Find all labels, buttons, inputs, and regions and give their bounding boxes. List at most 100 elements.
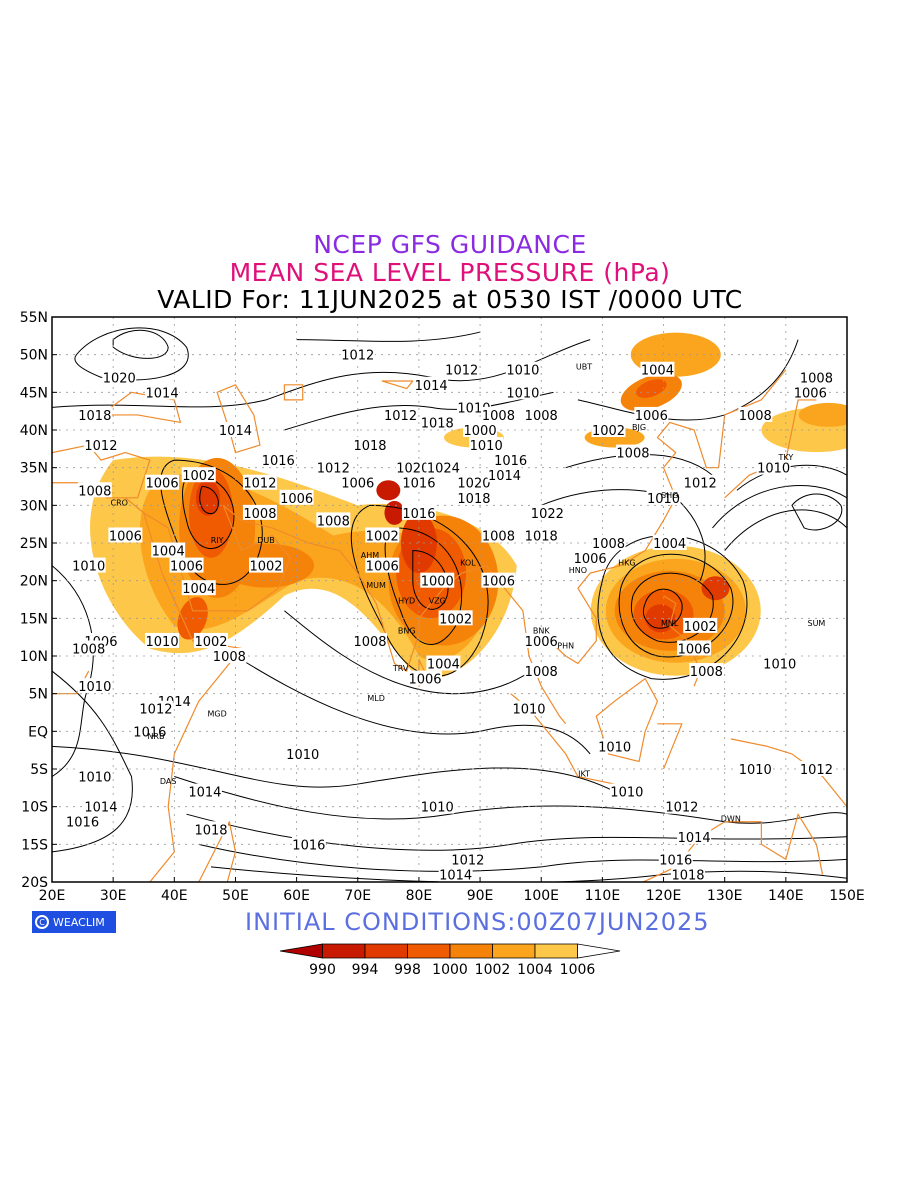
station-code: MUM bbox=[366, 581, 386, 590]
legend-label: 1004 bbox=[517, 962, 553, 978]
isobar-label: 1010 bbox=[739, 763, 772, 778]
y-tick-label: 20N bbox=[20, 574, 48, 590]
isobar-label: 1020 bbox=[396, 462, 429, 477]
isobar-label: 1016 bbox=[402, 507, 435, 522]
legend-swatch bbox=[534, 943, 578, 959]
isobar-label-bg bbox=[756, 459, 791, 475]
isobar-label: 1008 bbox=[482, 409, 515, 424]
isobar-label-bg bbox=[77, 768, 112, 784]
isobar-label-bg bbox=[83, 437, 118, 453]
station-code: BNK bbox=[533, 626, 550, 635]
isobar-label: 1010 bbox=[598, 740, 631, 755]
coastline bbox=[283, 384, 304, 401]
y-tick-label: 10S bbox=[21, 800, 48, 816]
isobar-label: 1008 bbox=[690, 665, 723, 680]
isobar-label-bg bbox=[677, 828, 712, 844]
isobar-label: 1002 bbox=[182, 469, 215, 484]
isobar-label: 1008 bbox=[353, 635, 386, 650]
station-code: SUM bbox=[808, 619, 826, 628]
legend-label: 1000 bbox=[432, 962, 468, 978]
station-code: PHN bbox=[557, 641, 574, 650]
y-tick-label: 20S bbox=[21, 875, 48, 891]
isobar-label: 1008 bbox=[525, 409, 558, 424]
axis-layer: 20E 30E 40E 50E 60E 70E 80E 90E 100E 110E 120E 130E… bbox=[20, 310, 865, 904]
y-tick-label: 5N bbox=[29, 687, 48, 703]
isobar-label-bg bbox=[218, 422, 253, 437]
isobar-label-bg bbox=[646, 489, 681, 505]
isobar-label-bg bbox=[512, 700, 546, 716]
isobar-label-bg bbox=[401, 504, 436, 520]
isobar-label-bg bbox=[591, 422, 626, 437]
isobar-label: 1010 bbox=[146, 635, 179, 650]
legend-swatch bbox=[492, 943, 536, 959]
isobar-line bbox=[235, 655, 591, 755]
isobar-label-bg bbox=[463, 422, 498, 437]
isobar-line bbox=[642, 588, 683, 629]
isobar-label: 1012 bbox=[384, 409, 417, 424]
isobar-label-bg bbox=[194, 821, 228, 837]
isobar-line bbox=[284, 610, 542, 695]
y-tick-label: 45N bbox=[20, 385, 48, 401]
isobar-label: 1006 bbox=[794, 386, 827, 401]
legend-label: 994 bbox=[352, 962, 379, 978]
isobar-label: 1004 bbox=[152, 545, 185, 560]
isobar-label-bg bbox=[145, 384, 180, 400]
isobar-label: 1014 bbox=[84, 801, 117, 816]
isobar-label: 1016 bbox=[292, 838, 325, 853]
isobar-label-bg bbox=[615, 444, 650, 460]
isobar-label: 1010 bbox=[647, 492, 680, 507]
coastline bbox=[216, 384, 261, 454]
isobar-label-bg bbox=[738, 761, 773, 776]
isobar-label: 1006 bbox=[146, 477, 179, 492]
station-code: TKY bbox=[777, 453, 793, 462]
x-tick-label: 50E bbox=[222, 888, 249, 904]
isobar-line bbox=[618, 553, 734, 658]
isobar-label-bg bbox=[279, 489, 314, 505]
x-tick-label: 110E bbox=[585, 888, 621, 904]
isobar-line bbox=[186, 813, 847, 851]
isobar-label-bg bbox=[242, 474, 277, 490]
station-layer: MLD MGD NRB DAS KOL MUM HYD VZG BNG TRV BNK PHN HNO H… bbox=[111, 363, 826, 824]
isobar-label-bg bbox=[481, 527, 516, 543]
isobar-label-bg bbox=[664, 798, 699, 814]
isobar-line bbox=[198, 843, 847, 872]
isobar-label: 1012 bbox=[451, 853, 484, 868]
isobar-label-bg bbox=[145, 474, 180, 490]
isobar-label: 1020 bbox=[103, 371, 136, 386]
isobar-label: 1018 bbox=[194, 823, 227, 838]
isobar-label-bg bbox=[493, 452, 528, 468]
isobar-label: 1012 bbox=[800, 763, 833, 778]
isobar-label: 1006 bbox=[635, 409, 668, 424]
isobar-label-bg bbox=[420, 414, 455, 430]
legend-swatch bbox=[322, 943, 366, 959]
isobar-label: 1012 bbox=[243, 477, 276, 492]
isobar-label-bg bbox=[169, 557, 204, 573]
isobar-label: 1006 bbox=[525, 635, 558, 650]
isobar-label-bg bbox=[793, 384, 828, 400]
isobar-label: 1006 bbox=[678, 642, 711, 657]
isobar-label: 1010 bbox=[470, 439, 503, 454]
isobar-label-bg bbox=[340, 346, 375, 362]
isobar-label-bg bbox=[316, 459, 351, 475]
isobar-label: 1000 bbox=[421, 575, 454, 590]
fill-mongolia-1000 bbox=[636, 379, 667, 398]
station-code: KOL bbox=[460, 559, 476, 568]
x-tick-label: 80E bbox=[406, 888, 433, 904]
isobar-label-bg bbox=[242, 504, 277, 520]
isobar-label: 1008 bbox=[213, 650, 246, 665]
isobar-label-bg bbox=[634, 406, 669, 422]
station-code: DUB bbox=[257, 536, 275, 545]
isobar-line bbox=[284, 391, 554, 431]
isobar-label: 1010 bbox=[610, 786, 643, 801]
isobar-label-bg bbox=[524, 406, 559, 422]
isobar-label-bg bbox=[414, 376, 449, 392]
coastline bbox=[724, 399, 817, 499]
isobar-label-bg bbox=[469, 437, 504, 453]
weaclim-badge[interactable]: C WEACLIM bbox=[32, 911, 116, 933]
isobar-label-bg bbox=[573, 550, 608, 566]
isobar-label: 1012 bbox=[445, 364, 478, 379]
isobar-label: 1018 bbox=[421, 416, 454, 431]
isobar-label: 1012 bbox=[684, 477, 717, 492]
y-tick-label: 30N bbox=[20, 498, 48, 514]
